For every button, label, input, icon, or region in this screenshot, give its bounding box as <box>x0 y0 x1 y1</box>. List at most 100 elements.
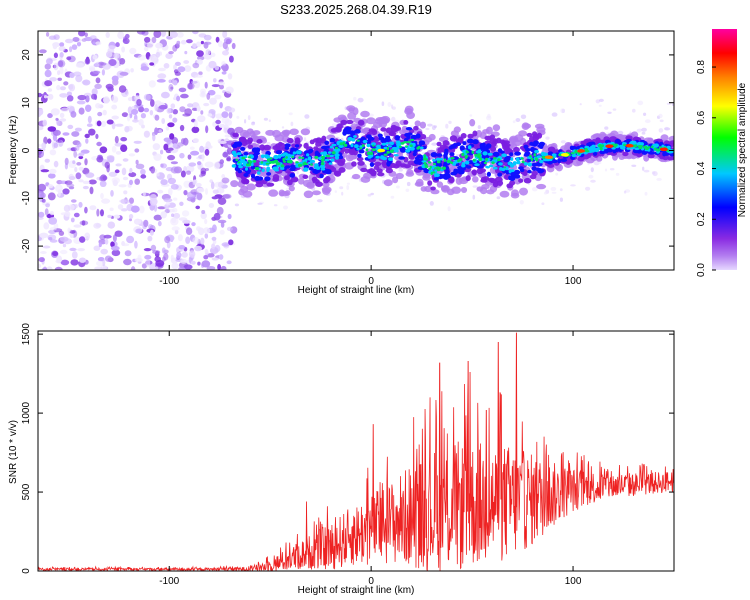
signal-blob <box>269 157 273 160</box>
faint-blob <box>585 186 591 191</box>
faint-blob <box>429 201 434 206</box>
signal-core <box>577 149 586 153</box>
faint-blob <box>623 190 627 194</box>
noise-blob <box>100 120 107 128</box>
signal-blob <box>315 137 323 144</box>
signal-blob <box>449 135 458 142</box>
noise-blob <box>222 50 229 56</box>
noise-blob <box>172 80 178 86</box>
signal-blob <box>536 183 547 190</box>
noise-blob <box>52 42 60 48</box>
signal-blob <box>474 153 478 157</box>
signal-blob <box>412 152 417 157</box>
signal-blob <box>353 135 357 138</box>
noise-blob <box>173 212 181 219</box>
signal-blob <box>464 160 470 165</box>
signal-blob <box>630 131 639 138</box>
noise-blob <box>42 266 48 270</box>
signal-blob <box>303 161 307 165</box>
noise-blob <box>227 213 232 220</box>
noise-blob <box>40 192 46 199</box>
faint-blob <box>607 111 612 115</box>
noise-blob <box>216 206 224 215</box>
signal-blob <box>433 177 439 181</box>
signal-blob <box>529 154 532 158</box>
noise-blob <box>38 263 42 269</box>
faint-blob <box>642 166 645 171</box>
noise-blob <box>41 142 47 150</box>
noise-blob <box>219 159 224 165</box>
signal-blob <box>260 161 264 164</box>
noise-blob <box>229 55 234 63</box>
signal-blob <box>386 161 391 167</box>
noise-blob <box>47 192 56 201</box>
faint-blob <box>357 97 364 103</box>
signal-blob <box>511 189 519 197</box>
noise-blob <box>180 138 186 145</box>
noise-blob <box>70 259 79 266</box>
signal-blob <box>343 143 348 147</box>
noise-blob <box>100 248 108 255</box>
noise-blob <box>102 175 108 181</box>
signal-blob <box>518 178 524 183</box>
signal-blob <box>309 159 316 163</box>
noise-blob <box>189 146 195 150</box>
noise-blob <box>219 229 225 235</box>
noise-blob <box>214 94 222 100</box>
noise-blob <box>206 92 211 100</box>
signal-blob <box>241 141 248 147</box>
noise-blob <box>182 219 191 224</box>
noise-blob <box>126 235 135 244</box>
noise-blob <box>66 95 74 102</box>
noise-blob <box>162 256 166 262</box>
signal-blob <box>320 162 325 166</box>
signal-blob <box>400 142 405 145</box>
noise-blob <box>41 198 46 203</box>
signal-blob <box>334 153 340 157</box>
noise-blob <box>143 107 150 113</box>
signal-blob <box>298 156 302 159</box>
signal-blob <box>266 166 271 171</box>
noise-blob <box>91 88 98 96</box>
noise-blob <box>224 119 232 126</box>
signal-blob <box>461 162 465 165</box>
noise-blob <box>199 174 204 178</box>
noise-blob <box>111 75 119 82</box>
signal-blob <box>398 156 406 160</box>
noise-blob <box>63 81 69 86</box>
signal-blob <box>261 168 265 173</box>
noise-blob <box>48 237 53 241</box>
signal-blob <box>482 151 488 156</box>
noise-blob <box>171 213 175 217</box>
signal-blob <box>443 158 447 162</box>
noise-blob <box>140 66 150 71</box>
signal-blob <box>630 140 636 145</box>
noise-blob <box>173 64 177 71</box>
faint-blob <box>604 168 608 172</box>
signal-blob <box>656 148 661 152</box>
noise-blob <box>170 254 174 261</box>
signal-blob <box>362 139 368 144</box>
noise-blob <box>92 41 96 46</box>
signal-blob <box>453 168 458 173</box>
noise-blob <box>171 217 177 224</box>
faint-blob <box>588 174 594 179</box>
signal-blob <box>479 187 488 195</box>
noise-blob <box>130 205 140 213</box>
noise-blob <box>153 214 162 221</box>
noise-blob <box>157 220 162 227</box>
noise-blob <box>150 166 156 174</box>
signal-blob <box>320 167 326 171</box>
noise-blob <box>102 259 106 267</box>
noise-blob <box>186 39 193 44</box>
noise-blob <box>185 227 193 235</box>
noise-blob <box>98 242 102 248</box>
noise-blob <box>161 247 166 254</box>
signal-blob <box>594 147 600 153</box>
noise-blob <box>186 170 191 175</box>
noise-blob <box>190 150 200 156</box>
faint-blob <box>637 100 644 106</box>
signal-blob <box>455 142 462 147</box>
